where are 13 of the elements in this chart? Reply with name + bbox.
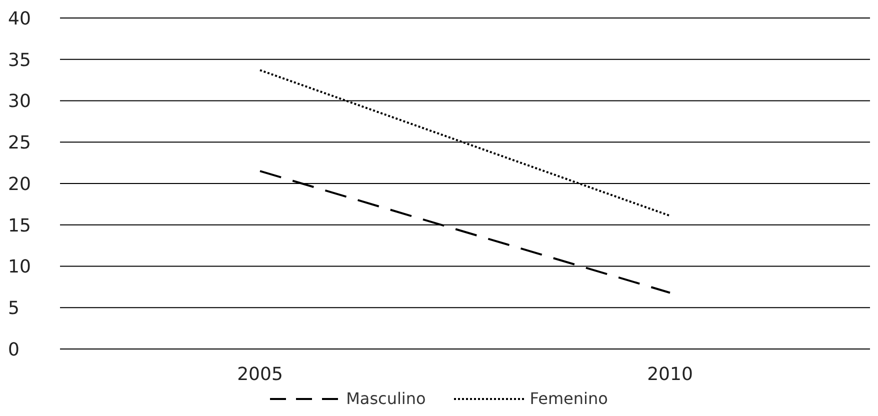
y-tick-label: 30 — [8, 91, 31, 112]
legend-label: Femenino — [530, 389, 608, 408]
y-tick-label: 20 — [8, 174, 31, 195]
y-tick-label: 15 — [8, 215, 31, 236]
y-tick-label: 25 — [8, 132, 31, 154]
legend-label: Masculino — [346, 389, 426, 408]
x-tick-label: 2005 — [237, 364, 283, 385]
y-tick-label: 0 — [8, 339, 20, 360]
y-tick-label: 35 — [8, 50, 31, 71]
y-tick-label: 10 — [8, 256, 31, 278]
x-tick-label: 2010 — [647, 364, 693, 385]
y-tick-label: 5 — [8, 298, 20, 320]
y-tick-label: 40 — [8, 8, 31, 30]
